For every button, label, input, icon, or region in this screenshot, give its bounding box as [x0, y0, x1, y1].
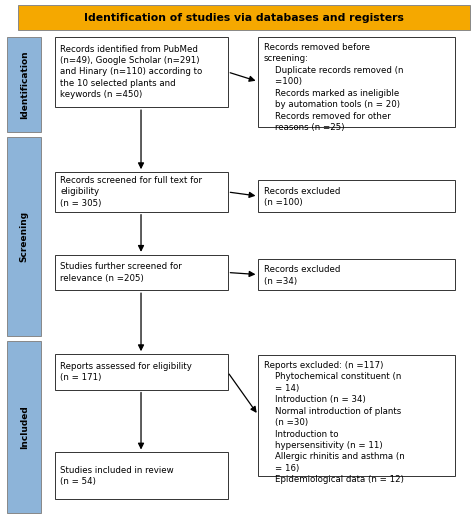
FancyBboxPatch shape — [7, 37, 41, 132]
Text: Identification of studies via databases and registers: Identification of studies via databases … — [84, 13, 404, 23]
FancyBboxPatch shape — [258, 355, 455, 476]
Text: Studies further screened for
relevance (n =205): Studies further screened for relevance (… — [60, 262, 182, 283]
Text: Screening: Screening — [20, 211, 28, 262]
FancyBboxPatch shape — [18, 5, 470, 30]
FancyBboxPatch shape — [55, 172, 228, 212]
Text: Records removed before
screening:
    Duplicate records removed (n
    =100)
   : Records removed before screening: Duplic… — [264, 43, 403, 132]
FancyBboxPatch shape — [55, 37, 228, 107]
Text: Reports excluded: (n =117)
    Phytochemical constituent (n
    = 14)
    Introd: Reports excluded: (n =117) Phytochemical… — [264, 361, 405, 484]
FancyBboxPatch shape — [258, 180, 455, 212]
FancyBboxPatch shape — [55, 452, 228, 499]
Text: Included: Included — [20, 405, 28, 449]
Text: Records identified from PubMed
(n=49), Google Scholar (n=291)
and Hinary (n=110): Records identified from PubMed (n=49), G… — [60, 44, 202, 99]
Text: Records excluded
(n =100): Records excluded (n =100) — [264, 187, 340, 207]
Text: Studies included in review
(n = 54): Studies included in review (n = 54) — [60, 465, 174, 486]
FancyBboxPatch shape — [258, 37, 455, 127]
FancyBboxPatch shape — [7, 341, 41, 513]
FancyBboxPatch shape — [55, 255, 228, 290]
FancyBboxPatch shape — [55, 354, 228, 390]
Text: Records excluded
(n =34): Records excluded (n =34) — [264, 265, 340, 286]
FancyBboxPatch shape — [258, 259, 455, 290]
Text: Records screened for full text for
eligibility
(n = 305): Records screened for full text for eligi… — [60, 176, 202, 208]
FancyBboxPatch shape — [7, 137, 41, 336]
Text: Reports assessed for eligibility
(n = 171): Reports assessed for eligibility (n = 17… — [60, 361, 192, 382]
Text: Identification: Identification — [20, 50, 28, 119]
